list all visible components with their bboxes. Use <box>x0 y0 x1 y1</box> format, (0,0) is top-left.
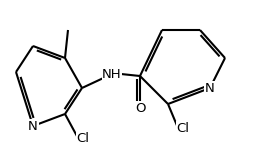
Text: Cl: Cl <box>177 121 189 135</box>
Text: N: N <box>28 119 38 133</box>
Text: Cl: Cl <box>76 131 89 145</box>
Text: NH: NH <box>102 67 122 81</box>
Text: O: O <box>135 102 145 114</box>
Text: N: N <box>205 81 215 95</box>
